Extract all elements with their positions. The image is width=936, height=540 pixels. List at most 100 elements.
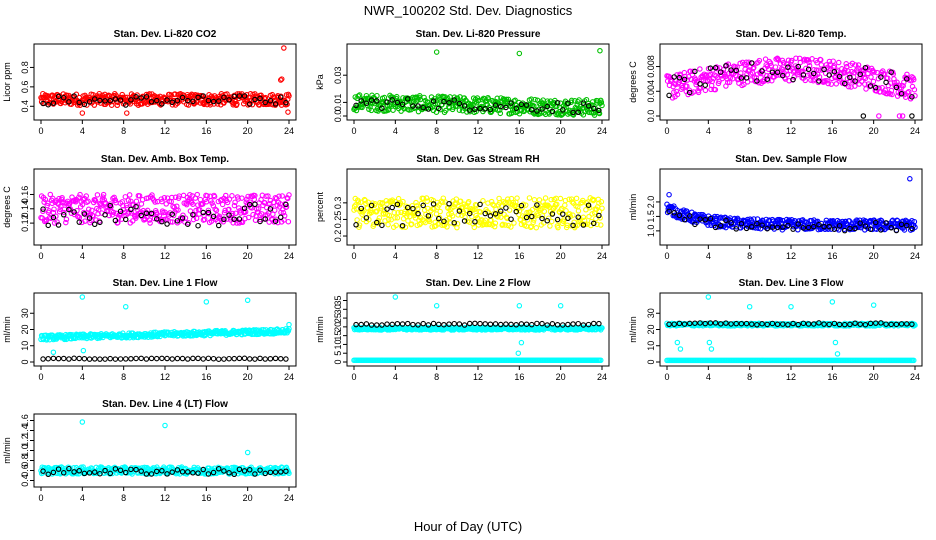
- data-point: [158, 196, 165, 202]
- data-point: [810, 77, 817, 84]
- x-tick-label: 16: [514, 372, 524, 382]
- data-point: [863, 86, 869, 92]
- y-tick-label: 30: [646, 308, 656, 318]
- data-point: [671, 74, 677, 80]
- data-point: [697, 81, 703, 87]
- data-point: [353, 102, 359, 109]
- data-point: [500, 198, 507, 205]
- data-point: [449, 213, 456, 219]
- data-point: [410, 205, 416, 212]
- data-point: [454, 221, 461, 227]
- data-point: [496, 107, 503, 113]
- data-point: [72, 199, 79, 205]
- data-point: [836, 73, 843, 80]
- data-point: [430, 320, 437, 327]
- data-point: [568, 97, 575, 104]
- data-point: [164, 221, 170, 227]
- data-point: [273, 100, 280, 106]
- data-point: [907, 176, 913, 182]
- x-tick-label: 0: [664, 126, 669, 136]
- x-tick-label: 24: [284, 126, 294, 136]
- data-point: [441, 218, 447, 225]
- data-point: [277, 94, 284, 100]
- data-point: [707, 65, 714, 71]
- data-point: [425, 213, 432, 219]
- data-point: [209, 200, 215, 206]
- data-point: [143, 210, 150, 217]
- data-point: [404, 320, 411, 327]
- data-point: [126, 192, 133, 198]
- data-point: [806, 59, 812, 66]
- x-tick-label: 12: [160, 372, 170, 382]
- data-point: [586, 213, 592, 220]
- data-point: [76, 99, 82, 106]
- data-point: [824, 77, 830, 84]
- data-point: [410, 103, 416, 109]
- data-point: [788, 303, 794, 310]
- data-point: [872, 84, 879, 91]
- data-point: [204, 193, 210, 199]
- x-tick-label: 12: [160, 251, 170, 261]
- x-tick-label: 24: [597, 251, 607, 261]
- data-point: [61, 209, 67, 216]
- data-point: [161, 194, 168, 201]
- data-point: [102, 356, 108, 362]
- data-point: [277, 214, 284, 221]
- data-point: [270, 199, 277, 206]
- data-point: [911, 76, 917, 83]
- data-point: [77, 191, 83, 198]
- data-point: [596, 110, 603, 117]
- x-tick-label: 20: [243, 493, 253, 503]
- data-point: [800, 68, 806, 75]
- data-point: [505, 96, 512, 103]
- data-point: [492, 220, 499, 226]
- data-point: [363, 100, 370, 106]
- data-point: [555, 224, 561, 231]
- data-point: [558, 205, 565, 212]
- data-point: [45, 355, 51, 362]
- data-point: [705, 222, 711, 228]
- data-point: [703, 72, 710, 78]
- data-point: [900, 83, 906, 89]
- y-tick-label: 0.8: [20, 61, 30, 74]
- data-point: [590, 220, 597, 227]
- x-tick-label: 8: [121, 493, 126, 503]
- data-point: [246, 101, 253, 107]
- y-tick-label: 0.6: [20, 81, 30, 94]
- data-point: [85, 198, 91, 205]
- data-point: [911, 86, 918, 93]
- data-point: [76, 219, 82, 225]
- data-point: [733, 226, 739, 232]
- data-point: [508, 216, 514, 222]
- data-point: [774, 224, 781, 231]
- data-point: [821, 223, 827, 230]
- data-point: [190, 92, 196, 98]
- data-point: [114, 102, 121, 108]
- data-point: [829, 299, 836, 305]
- data-point: [50, 349, 57, 355]
- data-point: [95, 207, 102, 213]
- x-tick-label: 20: [556, 251, 566, 261]
- data-point: [374, 208, 380, 214]
- data-point: [374, 92, 380, 99]
- data-point: [195, 222, 201, 229]
- data-point: [548, 196, 554, 203]
- data-point: [148, 210, 155, 217]
- data-point: [163, 201, 169, 207]
- data-point: [857, 220, 863, 226]
- x-tick-label: 24: [910, 126, 920, 136]
- data-point: [63, 216, 70, 223]
- data-point: [123, 202, 130, 209]
- data-point: [122, 194, 129, 200]
- data-point: [898, 90, 905, 97]
- data-point: [502, 222, 509, 228]
- data-point: [79, 294, 86, 300]
- data-point: [549, 108, 556, 115]
- data-point: [193, 207, 199, 214]
- data-point: [221, 216, 227, 223]
- data-point: [756, 57, 763, 64]
- data-point: [518, 101, 525, 108]
- data-point: [898, 221, 905, 228]
